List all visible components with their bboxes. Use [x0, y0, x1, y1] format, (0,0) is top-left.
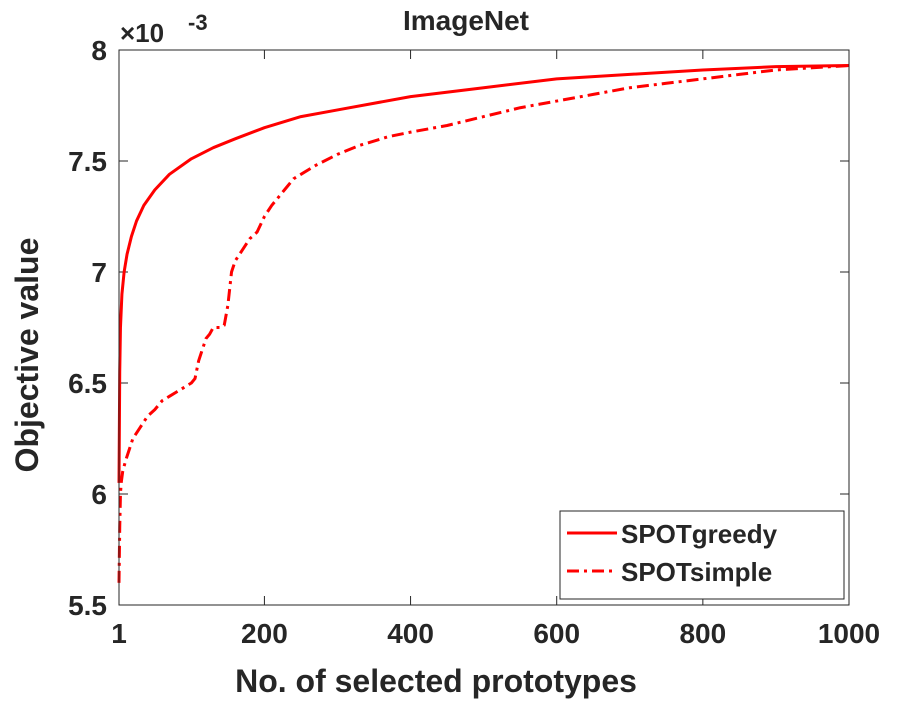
legend-box [559, 510, 845, 600]
x-axis-label: No. of selected prototypes [235, 663, 637, 699]
x-tick-label: 1000 [818, 618, 880, 649]
plot-frame [118, 49, 850, 606]
x-tick-label: 200 [241, 618, 288, 649]
series-line-spotgreedy [117, 64, 850, 483]
series-layer [117, 64, 850, 583]
y-tick-label: 6.5 [68, 368, 107, 399]
x-tick-label: 600 [533, 618, 580, 649]
x-tick-label: 800 [679, 618, 726, 649]
y-exponent-power: -3 [188, 10, 208, 35]
x-axis: 1 200 400 600 800 1000 [111, 50, 880, 649]
x-tick-label: 1 [111, 618, 127, 649]
y-tick-label: 8 [91, 35, 107, 66]
legend: SPOTgreedy SPOTsimple [559, 510, 845, 600]
y-tick-label: 6 [91, 479, 107, 510]
y-exponent-base: ×10 [120, 18, 164, 48]
x-tick-label: 400 [387, 618, 434, 649]
legend-label-spotgreedy: SPOTgreedy [621, 519, 778, 549]
legend-label-spotsimple: SPOTsimple [621, 557, 772, 587]
y-exponent-label: ×10 -3 [120, 10, 208, 48]
y-axis: 5.5 6 6.5 7 7.5 8 [68, 35, 849, 621]
chart-title: ImageNet [403, 5, 529, 36]
series-line-spotsimple [117, 64, 850, 583]
y-axis-label: Objective value [9, 238, 45, 473]
y-tick-label: 7.5 [68, 146, 107, 177]
y-tick-label: 5.5 [68, 590, 107, 621]
y-tick-label: 7 [91, 257, 107, 288]
